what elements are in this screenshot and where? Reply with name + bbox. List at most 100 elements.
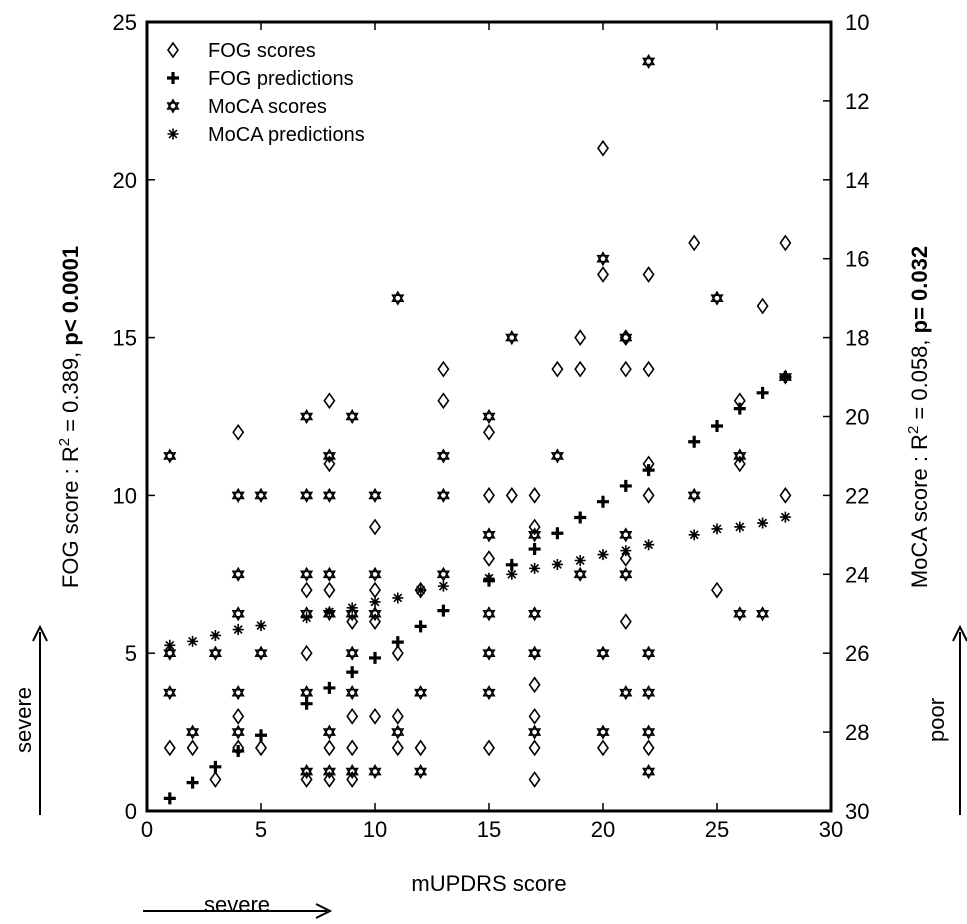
x-tick-label: 15: [477, 817, 501, 842]
fog-score-point: [163, 739, 176, 757]
moca-score-point: [345, 408, 359, 425]
moca-score-point: [482, 408, 496, 425]
fog-score-point: [619, 613, 632, 631]
fog-prediction-point: [756, 386, 769, 399]
moca-prediction-point: [164, 639, 176, 651]
moca-score-point: [368, 487, 382, 504]
left-y-tick-label: 25: [113, 10, 137, 35]
right-y-tick-label: 16: [845, 247, 869, 272]
plot-frame: [145, 20, 833, 813]
moca-score-point: [436, 448, 450, 464]
fog-prediction-point: [733, 402, 746, 415]
fog-score-point: [619, 360, 632, 378]
right-y-tick-label: 18: [845, 326, 869, 351]
moca-prediction-point: [734, 521, 746, 533]
moca-score-point: [345, 763, 359, 780]
x-severe-annotation: severe: [143, 892, 333, 919]
legend-marker-star: [166, 98, 180, 114]
right-axis-title-p: p= 0.032: [907, 246, 932, 333]
moca-score-point: [414, 685, 428, 701]
right-axis-title: MoCA score : R2 = 0.058, p= 0.032: [905, 246, 932, 588]
moca-prediction-point: [551, 558, 563, 570]
left-severe-label: severe: [11, 687, 36, 753]
right-poor-annotation: poor: [924, 624, 967, 815]
fog-prediction-point: [346, 666, 359, 679]
fog-score-point: [323, 739, 336, 757]
fog-prediction-point: [688, 435, 701, 448]
moca-score-point: [642, 53, 656, 70]
moca-prediction-point: [529, 562, 541, 574]
legend-label: FOG predictions: [208, 68, 354, 90]
moca-prediction-point: [415, 584, 427, 596]
fog-prediction-point: [437, 604, 450, 617]
fog-score-point: [369, 518, 381, 536]
right-y-tick-label: 14: [845, 168, 869, 193]
moca-score-point: [642, 685, 656, 701]
moca-score-point: [391, 724, 405, 740]
right-y-tick-label: 10: [845, 10, 869, 35]
moca-prediction-point: [688, 529, 700, 541]
fog-score-point: [483, 423, 495, 441]
moca-score-point: [322, 448, 336, 464]
left-y-tick-label: 10: [113, 483, 137, 508]
moca-score-point: [322, 487, 336, 504]
right-poor-label: poor: [924, 698, 949, 742]
fog-score-point: [642, 739, 655, 757]
legend-label: MoCA scores: [208, 96, 327, 118]
fog-score-point: [528, 739, 541, 757]
moca-score-point: [482, 645, 496, 661]
moca-score-point: [482, 606, 496, 622]
moca-score-point: [642, 724, 656, 740]
x-tick-label: 20: [591, 817, 615, 842]
fog-score-point: [574, 329, 587, 346]
moca-prediction-point: [301, 612, 313, 624]
moca-score-point: [528, 724, 542, 740]
fog-score-point: [528, 676, 541, 694]
right-y-tick-label: 26: [845, 641, 869, 666]
fog-score-point: [528, 771, 541, 788]
x-tick-label: 25: [705, 817, 729, 842]
fog-score-point: [300, 644, 313, 662]
fog-prediction-point: [574, 511, 587, 524]
fog-score-point: [528, 518, 541, 536]
moca-score-point: [231, 606, 245, 622]
left-y-tick-label: 5: [125, 641, 137, 666]
x-severe-label: severe: [204, 892, 270, 917]
fog-score-point: [437, 360, 450, 378]
moca-prediction-point: [323, 606, 335, 618]
moca-score-point: [300, 487, 314, 504]
moca-score-point: [208, 645, 222, 661]
fog-prediction-point: [232, 745, 245, 758]
fog-score-point: [597, 266, 609, 283]
fog-prediction-point: [209, 760, 222, 773]
moca-score-point: [436, 487, 450, 504]
moca-score-point: [733, 606, 747, 622]
moca-score-point: [756, 606, 770, 622]
fog-score-point: [232, 707, 245, 725]
left-severe-arrowhead: [32, 624, 48, 642]
right-axis-title-prefix: MoCA score : R: [907, 434, 932, 588]
legend-marker-plus: [167, 72, 179, 84]
moca-score-point: [642, 645, 656, 661]
fog-score-point: [391, 739, 404, 757]
fog-prediction-point: [414, 620, 427, 633]
fog-score-point: [209, 771, 222, 788]
moca-score-point: [300, 763, 314, 780]
right-poor-arrowhead: [952, 624, 967, 642]
fog-score-point: [186, 739, 199, 757]
right-y-tick-label: 12: [845, 89, 869, 114]
fog-score-point: [551, 360, 564, 378]
fog-score-point: [688, 234, 701, 252]
moca-prediction-point: [232, 624, 244, 636]
fog-prediction-point: [323, 681, 336, 694]
moca-score-point: [391, 290, 405, 306]
fog-score-point: [574, 360, 587, 378]
left-y-tick-label: 20: [113, 168, 137, 193]
moca-score-point: [231, 685, 245, 701]
fog-prediction-point: [619, 479, 632, 492]
moca-prediction-point: [574, 554, 586, 566]
fog-score-point: [232, 423, 245, 441]
fog-score-point: [756, 297, 769, 315]
fog-score-point: [528, 487, 541, 504]
fog-prediction-point: [163, 792, 176, 805]
